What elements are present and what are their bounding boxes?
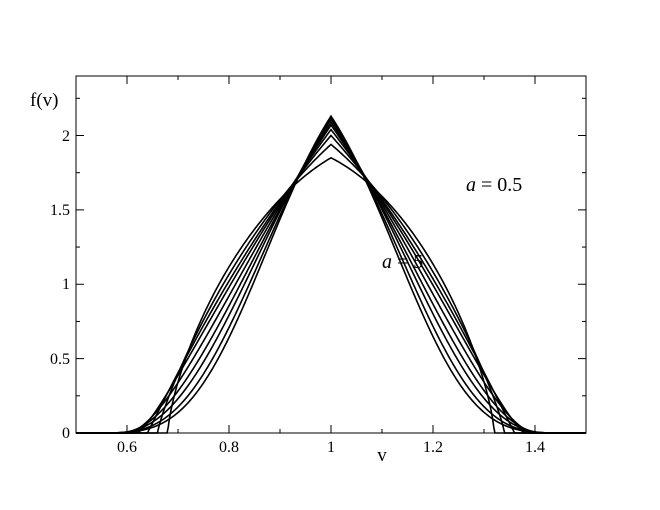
annotation-variable: a <box>466 174 476 196</box>
series-curve <box>76 114 586 434</box>
series-curve <box>76 117 586 434</box>
x-tick-label: 1.4 <box>525 439 545 456</box>
series-curve <box>76 128 586 434</box>
y-axis-label: f(v) <box>30 90 58 111</box>
annotation-value: = 0.5 <box>476 174 522 196</box>
x-tick-label: 0.8 <box>219 439 239 456</box>
x-tick-label: 1.2 <box>423 439 443 456</box>
annotation-value: = 5 <box>392 251 423 273</box>
curves <box>76 114 586 434</box>
series-curve <box>76 120 586 434</box>
series-curve <box>76 156 586 434</box>
x-axis-label: v <box>377 445 387 466</box>
x-tick-label: 0.6 <box>117 439 137 456</box>
annotation-a-5: a = 5 <box>382 251 423 273</box>
series-curve <box>76 116 586 434</box>
series-curve <box>76 123 586 434</box>
y-tick-label: 1.5 <box>50 202 70 219</box>
series-curve <box>76 143 586 434</box>
y-tick-label: 0 <box>62 425 70 442</box>
y-tick-label: 2 <box>62 128 70 145</box>
y-tick-label: 0.5 <box>50 351 70 368</box>
x-tick-label: 1 <box>327 439 335 456</box>
annotation-variable: a <box>382 251 392 273</box>
y-tick-label: 1 <box>62 276 70 293</box>
annotation-a-0.5: a = 0.5 <box>466 174 522 196</box>
